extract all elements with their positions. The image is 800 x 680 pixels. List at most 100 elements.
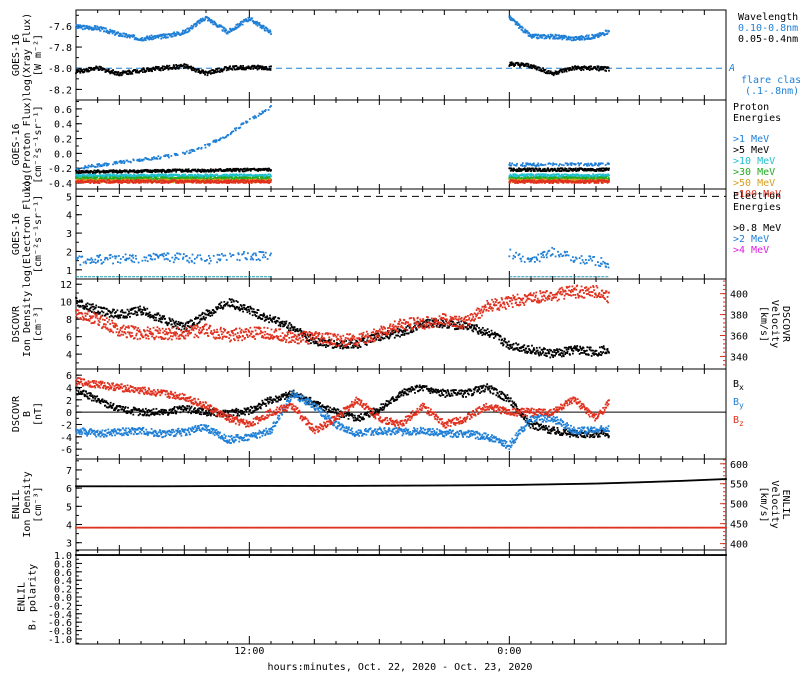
data-point [176, 177, 179, 180]
data-point [107, 171, 110, 174]
data-point [174, 154, 177, 157]
data-point [109, 179, 112, 182]
data-point [269, 29, 271, 32]
data-point [136, 171, 139, 174]
data-point [586, 164, 589, 167]
data-point [547, 179, 550, 182]
data-point [528, 168, 530, 171]
data-point [222, 26, 225, 29]
data-point [156, 157, 159, 160]
data-point [103, 180, 106, 182]
data-point [111, 169, 114, 172]
data-point [247, 178, 250, 181]
data-point [210, 175, 213, 178]
data-point [258, 67, 260, 70]
data-point [541, 36, 543, 39]
data-point [146, 68, 149, 71]
data-point [599, 179, 602, 182]
data-point [165, 174, 168, 176]
data-point [547, 34, 550, 37]
data-point [233, 28, 236, 30]
data-point [604, 66, 607, 69]
data-point [127, 257, 129, 260]
data-point [557, 37, 560, 40]
data-point [220, 168, 222, 171]
data-point [532, 33, 534, 36]
data-point [568, 167, 570, 170]
data-point [181, 258, 184, 260]
data-point [256, 24, 259, 27]
data-point [522, 181, 525, 184]
data-point [202, 170, 205, 173]
data-point [226, 177, 229, 180]
data-point [153, 156, 155, 159]
data-point [597, 169, 600, 172]
data-point [575, 66, 578, 69]
data-point [574, 168, 577, 171]
data-point [266, 180, 269, 183]
data-point [224, 30, 227, 33]
data-point [80, 256, 83, 258]
data-point [122, 70, 125, 73]
data-point [111, 171, 114, 174]
data-point [576, 169, 579, 172]
data-point [563, 176, 566, 179]
data-point [510, 176, 513, 179]
data-point [604, 33, 607, 36]
data-point [129, 169, 131, 172]
data-point [543, 37, 546, 40]
data-point [539, 36, 542, 39]
data-point [234, 168, 237, 170]
data-point [549, 181, 552, 184]
data-point [601, 182, 604, 184]
data-point [583, 65, 586, 68]
data-point [593, 35, 595, 38]
data-point [115, 171, 117, 173]
data-point [100, 67, 103, 69]
data-point [185, 170, 188, 173]
data-point [216, 24, 218, 27]
data-point [565, 181, 568, 184]
data-point [75, 72, 77, 75]
data-point [134, 179, 137, 182]
data-point [537, 180, 540, 182]
data-point [214, 178, 217, 181]
data-point [524, 170, 527, 172]
data-point [554, 168, 556, 171]
data-point [99, 164, 102, 167]
data-point [255, 116, 257, 119]
data-point [238, 24, 241, 27]
data-point [230, 179, 232, 182]
data-point [194, 173, 196, 176]
data-point [168, 179, 170, 182]
data-point [207, 181, 209, 184]
data-point [210, 72, 213, 75]
legend-entry: >100 MeV [733, 189, 781, 200]
data-point [150, 173, 153, 176]
data-point [602, 173, 605, 176]
data-point [270, 65, 272, 68]
data-point [267, 108, 270, 111]
data-point [551, 180, 554, 183]
data-point [258, 180, 261, 183]
data-point [557, 72, 560, 75]
data-point [180, 178, 183, 181]
data-point [180, 169, 182, 172]
data-point [560, 178, 563, 181]
data-point [142, 177, 145, 180]
data-point [175, 64, 178, 66]
data-point [184, 152, 187, 155]
data-point [181, 176, 184, 179]
data-point [119, 34, 122, 37]
data-point [565, 176, 568, 179]
data-point [162, 175, 165, 177]
data-point [516, 21, 518, 24]
data-point [220, 177, 222, 180]
data-point [202, 177, 205, 180]
data-point [146, 176, 149, 179]
data-point [252, 116, 255, 118]
data-point [141, 37, 143, 39]
data-point [585, 66, 588, 69]
data-point [257, 181, 260, 183]
data-point [600, 167, 603, 170]
